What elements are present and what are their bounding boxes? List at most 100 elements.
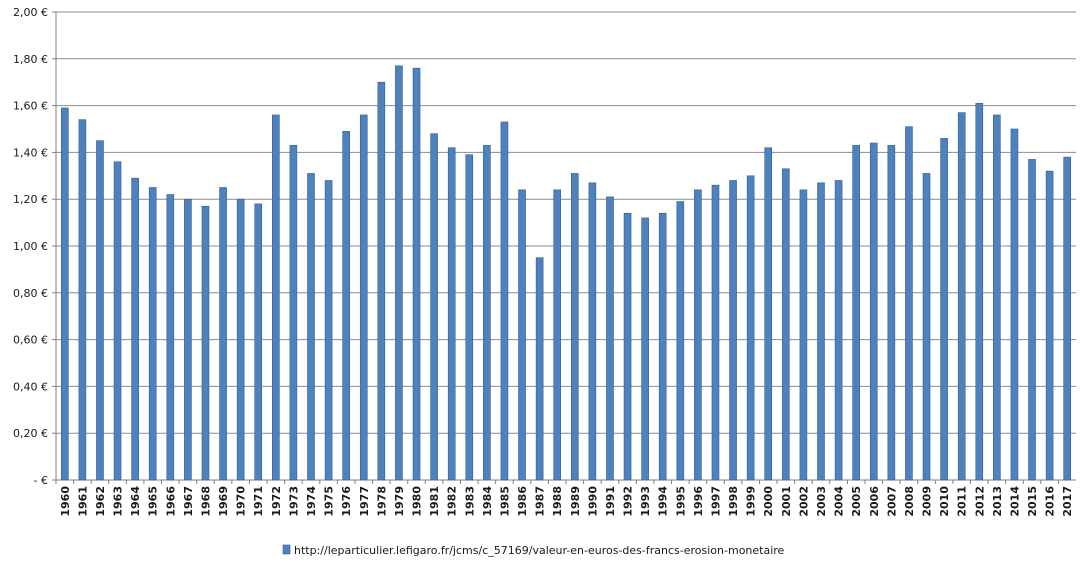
- bar: [535, 257, 544, 481]
- x-tick-label: 1967: [182, 486, 195, 517]
- x-tick-label: 1992: [622, 486, 635, 517]
- x-tick-label: 2008: [903, 486, 916, 517]
- x-tick-label: 1999: [745, 486, 758, 517]
- bar: [957, 112, 966, 481]
- bar: [359, 114, 368, 481]
- y-tick-label: 0,20 €: [13, 427, 48, 440]
- x-tick-label: 1981: [428, 486, 441, 517]
- x-tick-label: 1979: [393, 486, 406, 517]
- x-tick-label: 1963: [112, 486, 125, 517]
- bar: [658, 212, 667, 481]
- bar: [694, 189, 702, 481]
- x-tick-label: 1987: [534, 486, 547, 517]
- bar: [553, 189, 562, 481]
- bar: [500, 121, 509, 481]
- bar: [729, 180, 737, 481]
- bar: [96, 140, 104, 481]
- y-tick-label: - €: [34, 474, 48, 487]
- bar: [887, 145, 896, 481]
- y-tick-label: 1,40 €: [13, 146, 48, 159]
- y-tick-label: 1,80 €: [13, 53, 48, 66]
- bar: [764, 147, 773, 481]
- bar: [324, 180, 333, 481]
- bar: [377, 81, 386, 481]
- x-tick-label: 1976: [340, 486, 353, 517]
- bar: [219, 187, 227, 481]
- x-tick-label: 1971: [252, 486, 265, 517]
- x-tick-label: 1970: [235, 486, 248, 517]
- x-tick-label: 1977: [358, 486, 371, 517]
- x-tick-label: 2013: [991, 486, 1004, 517]
- bar: [78, 119, 87, 481]
- x-tick-label: 2007: [885, 486, 898, 517]
- bar: [641, 217, 649, 481]
- x-tick-label: 1978: [375, 486, 388, 517]
- x-tick-label: 1997: [709, 486, 722, 517]
- x-tick-label: 1984: [481, 486, 494, 517]
- bar: [395, 65, 403, 481]
- x-tick-label: 1974: [305, 486, 318, 517]
- y-tick-label: 0,40 €: [13, 380, 48, 393]
- legend: http://leparticulier.lefigaro.fr/jcms/c_…: [282, 544, 785, 557]
- x-tick-label: 1960: [59, 486, 72, 517]
- bar: [782, 168, 790, 481]
- bar: [483, 145, 491, 481]
- bar: [869, 142, 878, 481]
- y-axis: - € 0,20 € 0,40 € 0,60 € 0,80 € 1,00 € 1,20 € 1…: [13, 6, 57, 487]
- x-tick-label: 2001: [780, 486, 793, 517]
- x-tick-label: 1989: [569, 486, 582, 517]
- bar: [606, 196, 614, 481]
- x-tick-label: 2017: [1061, 486, 1074, 517]
- y-tick-label: 1,00 €: [13, 240, 48, 253]
- x-tick-label: 1990: [586, 486, 599, 517]
- bar: [60, 107, 69, 481]
- x-tick-label: 1965: [147, 486, 160, 517]
- bar: [166, 194, 175, 481]
- legend-label: http://leparticulier.lefigaro.fr/jcms/c_…: [294, 544, 785, 557]
- x-tick-label: 1961: [76, 486, 89, 517]
- bar: [711, 184, 720, 481]
- x-tick-label: 1985: [498, 486, 511, 517]
- bar: [905, 126, 913, 481]
- x-tick-label: 2005: [850, 486, 863, 517]
- x-tick-label: 2003: [815, 486, 828, 517]
- y-tick-label: 0,80 €: [13, 287, 48, 300]
- bar: [1045, 170, 1054, 481]
- x-tick-label: 1988: [551, 486, 564, 517]
- x-tick-label: 2012: [973, 486, 986, 517]
- x-tick-label: 2000: [762, 486, 775, 517]
- x-tick-label: 1975: [323, 486, 336, 517]
- x-tick-label: 1986: [516, 486, 529, 517]
- x-axis: 1960 1961 1962 1963 1964 1965 1966 1967 1968 1969…: [55, 480, 1074, 517]
- x-tick-label: 1966: [164, 486, 177, 517]
- x-tick-label: 1994: [657, 486, 670, 517]
- y-tick-label: 1,20 €: [13, 193, 48, 206]
- x-tick-label: 1980: [411, 486, 424, 517]
- bar: [975, 102, 984, 481]
- bar: [148, 187, 157, 481]
- y-tick-label: 2,00 €: [13, 6, 48, 19]
- bar: [289, 145, 298, 481]
- bar: [852, 145, 860, 481]
- x-tick-label: 2011: [956, 486, 969, 517]
- x-tick-label: 1969: [217, 486, 230, 517]
- x-tick-label: 1983: [463, 486, 476, 517]
- bar: [272, 114, 280, 481]
- x-tick-label: 1964: [129, 486, 142, 517]
- bar: [307, 173, 315, 481]
- x-tick-label: 1991: [604, 486, 617, 517]
- x-tick-label: 1982: [446, 486, 459, 517]
- bar: [993, 114, 1001, 481]
- bar: [676, 201, 685, 481]
- bar: [201, 205, 210, 481]
- y-tick-label: 0,60 €: [13, 334, 48, 347]
- x-tick-label: 1993: [639, 486, 652, 517]
- bar: [588, 182, 597, 481]
- bar: [447, 147, 456, 481]
- x-tick-label: 2015: [1026, 486, 1039, 517]
- x-tick-label: 2016: [1044, 486, 1057, 517]
- bar: [430, 133, 438, 481]
- bar: [131, 177, 139, 481]
- x-tick-label: 2014: [1008, 486, 1021, 517]
